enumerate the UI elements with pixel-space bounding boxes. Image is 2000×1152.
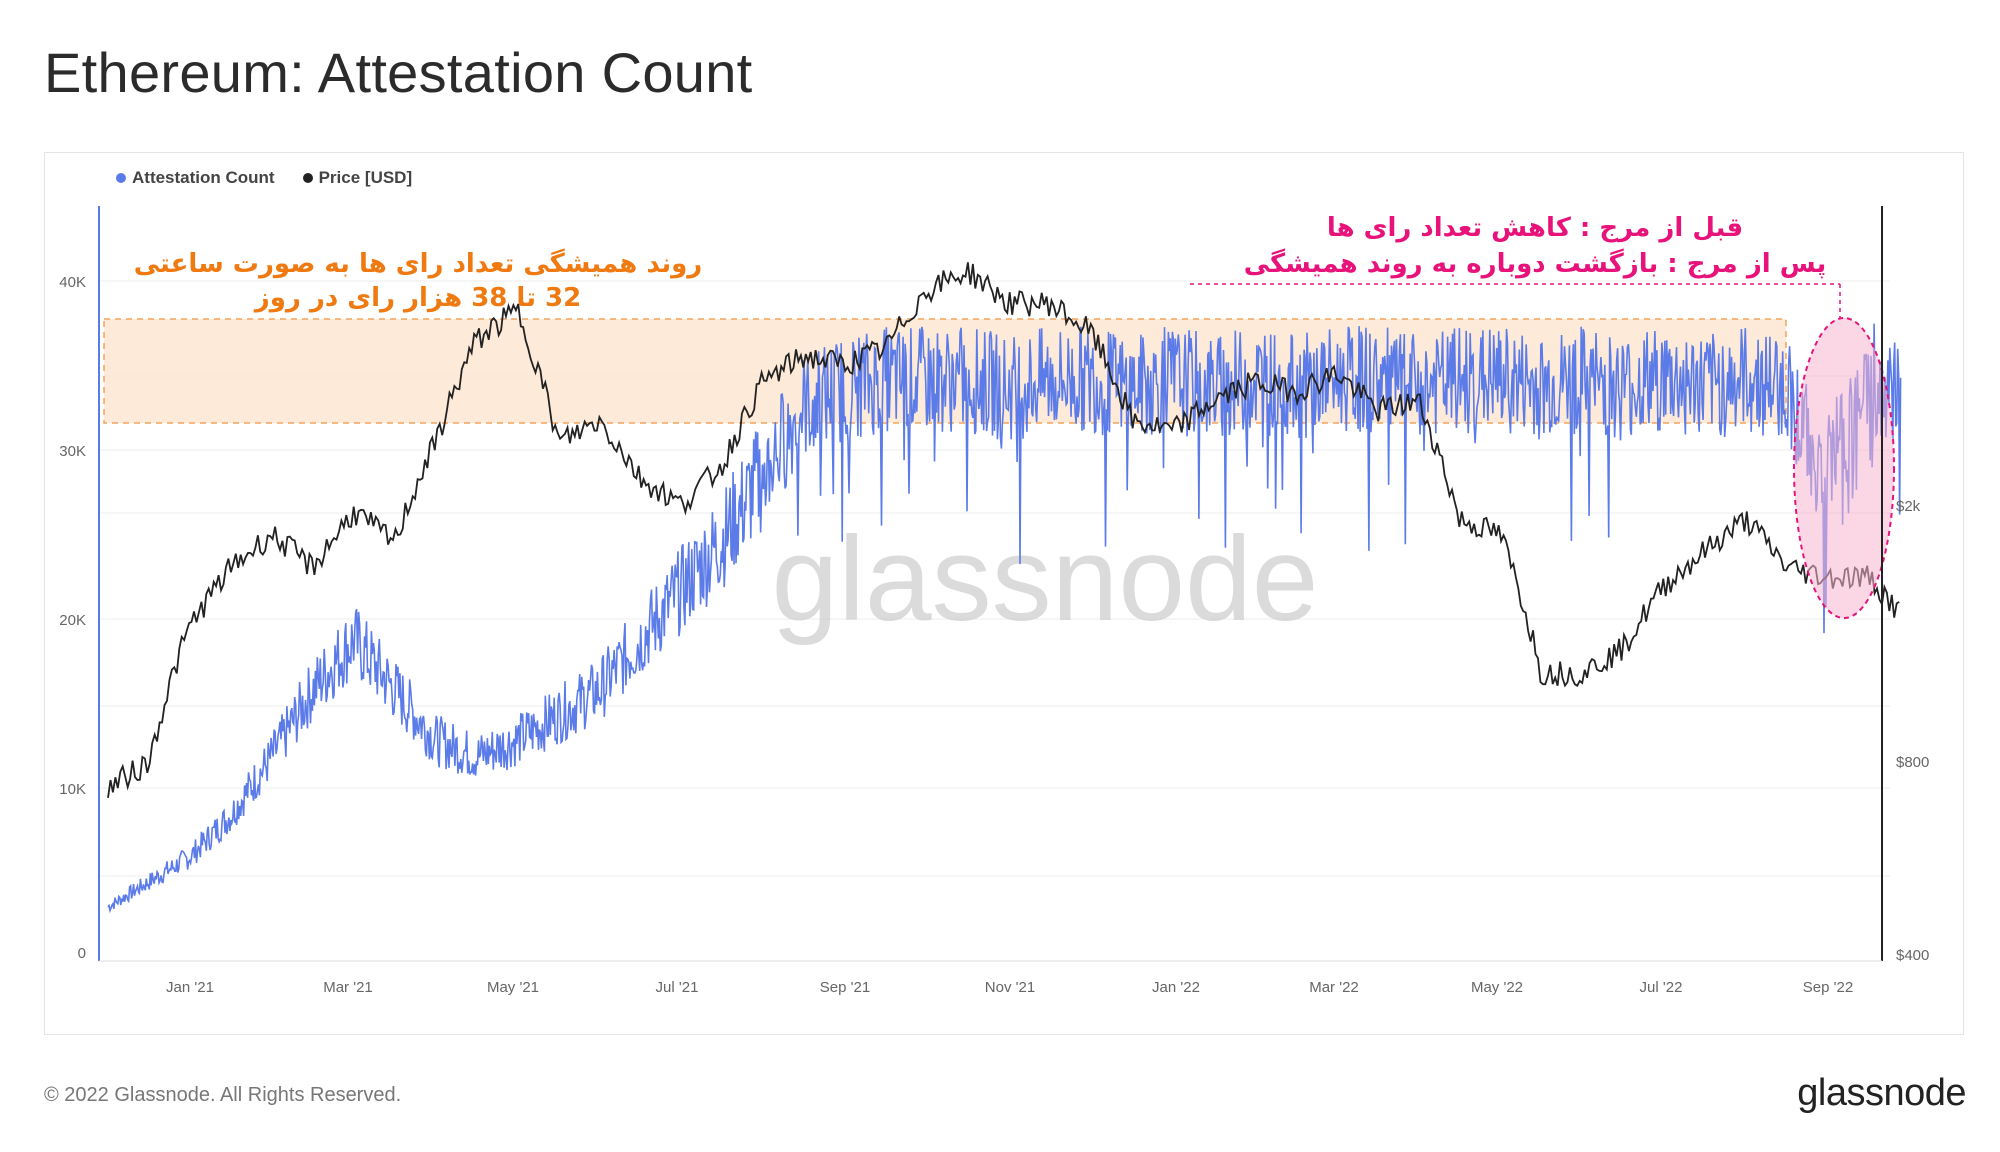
x-tick-jan21: Jan '21 <box>166 979 214 996</box>
y-tick-10k: 10K <box>59 781 86 798</box>
x-tick-sep21: Sep '21 <box>820 979 870 996</box>
price-line <box>107 262 1900 799</box>
legend-item-price[interactable]: Price [USD] <box>302 168 413 188</box>
watermark: glassnode <box>771 512 1318 646</box>
attestation-line <box>107 323 1902 914</box>
grid <box>100 280 1890 877</box>
annotation-left-line2: 32 تا 38 هزار رای در روز <box>253 283 581 313</box>
merge-highlight-ellipse <box>1793 317 1895 619</box>
x-tick-may22: May '22 <box>1471 979 1523 996</box>
x-tick-jan22: Jan '22 <box>1152 979 1200 996</box>
x-tick-jul21: Jul '21 <box>656 979 699 996</box>
legend: Attestation Count Price [USD] <box>116 168 412 188</box>
y-tick-20k: 20K <box>59 612 86 629</box>
legend-item-attestation[interactable]: Attestation Count <box>116 168 275 188</box>
annotation-right-line2: پس از مرج : بازگشت دوباره به روند همیشگی <box>1244 248 1827 279</box>
legend-dot-price <box>302 173 313 183</box>
y-tick-0: 0 <box>78 945 86 962</box>
y-tick-40k: 40K <box>59 274 86 291</box>
x-tick-sep22: Sep '22 <box>1803 979 1853 996</box>
y-right-tick-400: $400 <box>1896 947 1929 964</box>
annotation-left-line1: روند همیشگی تعداد رای ها به صورت ساعتی <box>134 248 703 279</box>
chart-frame <box>44 152 1964 1035</box>
y-right-tick-800: $800 <box>1896 754 1929 771</box>
x-tick-nov21: Nov '21 <box>985 979 1035 996</box>
x-tick-mar22: Mar '22 <box>1309 979 1359 996</box>
x-tick-jul22: Jul '22 <box>1640 979 1683 996</box>
legend-label-attestation: Attestation Count <box>132 168 275 187</box>
attestation-series <box>107 323 1902 914</box>
y-tick-30k: 30K <box>59 443 86 460</box>
page-title: Ethereum: Attestation Count <box>44 41 753 104</box>
legend-dot-attestation <box>116 173 126 183</box>
y-right-tick-2k: $2k <box>1896 498 1921 515</box>
x-tick-may21: May '21 <box>487 979 539 996</box>
footer-copyright: © 2022 Glassnode. All Rights Reserved. <box>44 1084 402 1106</box>
annotation-right-line1: قبل از مرج : کاهش تعداد رای ها <box>1327 213 1743 243</box>
footer-logo[interactable]: glassnode <box>1797 1072 1966 1114</box>
price-series <box>107 262 1900 799</box>
x-tick-mar21: Mar '21 <box>323 979 373 996</box>
legend-label-price: Price [USD] <box>318 168 413 187</box>
